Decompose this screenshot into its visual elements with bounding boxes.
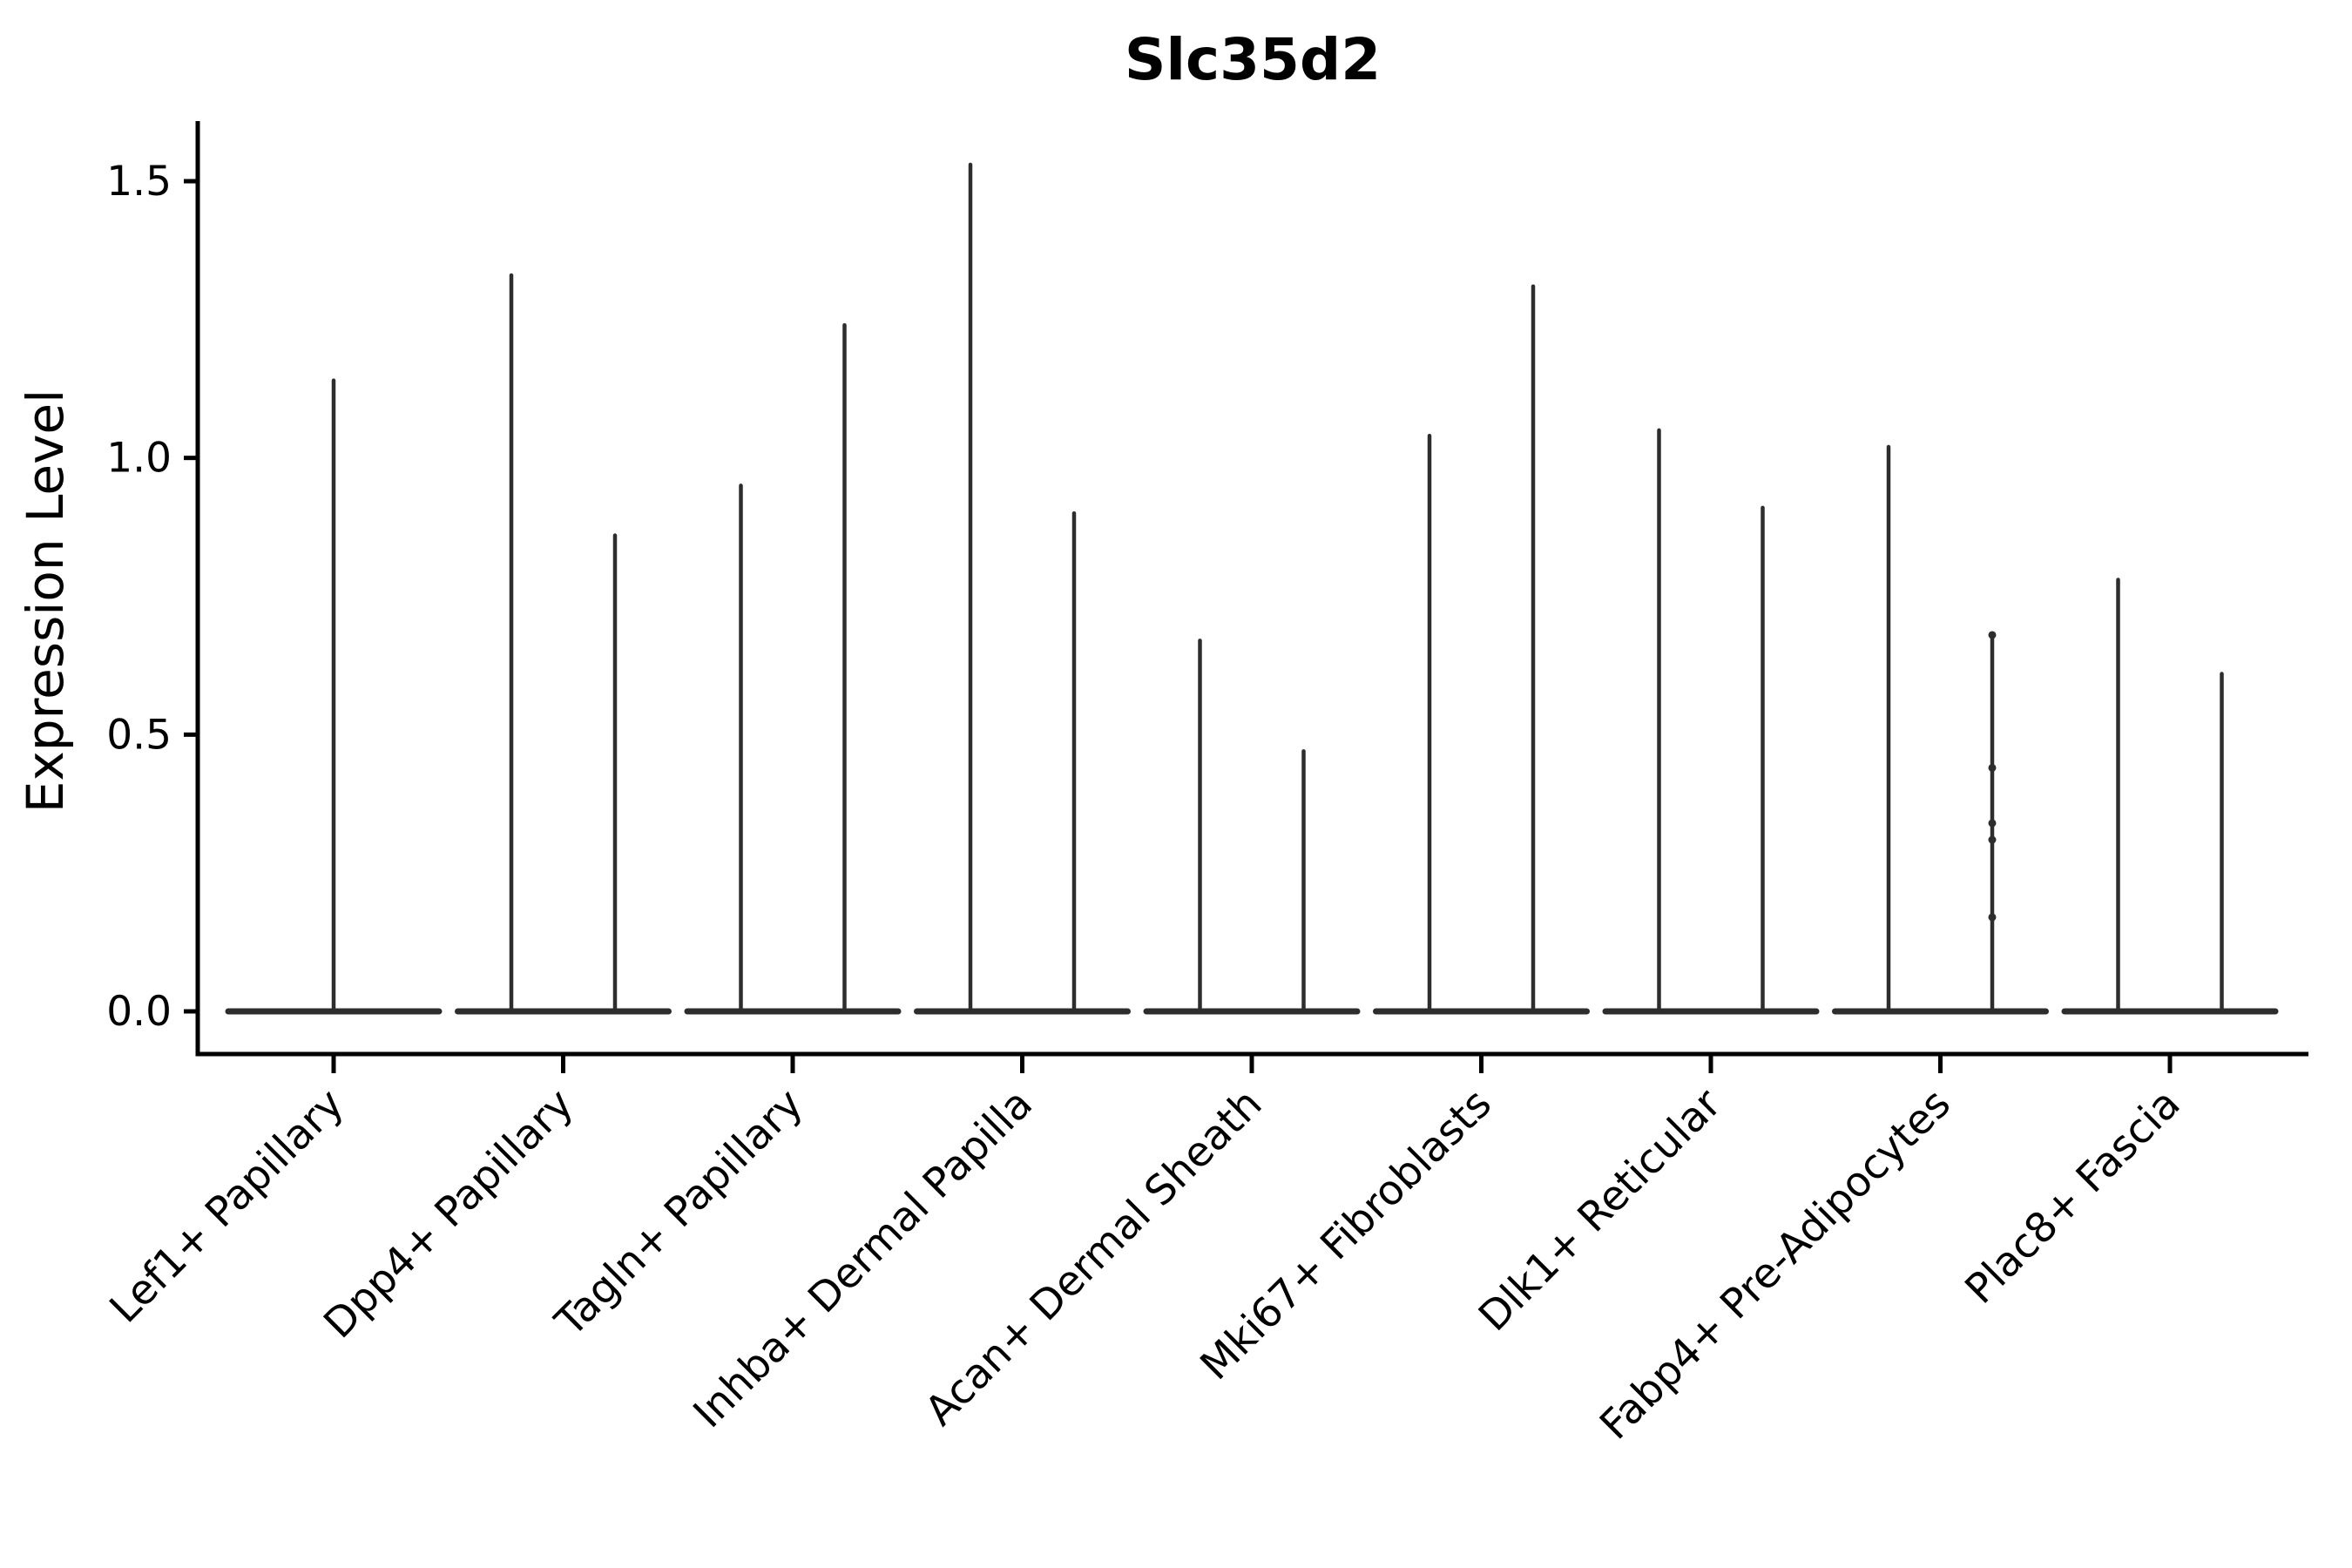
y-tick-label: 1.0 (106, 435, 172, 483)
y-tick-label: 0.0 (106, 988, 172, 1036)
jitter-point (1988, 819, 1997, 828)
x-tick-label: Plac8+ Fascia (1957, 1080, 2190, 1314)
jitter-point (1988, 835, 1997, 844)
x-tick-label: Lef1+ Papillary (101, 1080, 354, 1333)
y-tick-label: 1.5 (106, 158, 172, 206)
jitter-point (1988, 763, 1997, 772)
chart-title: Slc35d2 (1124, 26, 1382, 93)
jitter-point (1988, 913, 1997, 922)
jitter-point (1988, 631, 1997, 639)
x-tick-label: Tagln+ Papillary (546, 1080, 813, 1347)
x-tick-label: Dpp4+ Papillary (314, 1080, 583, 1348)
x-tick-label: Dlk1+ Reticular (1470, 1079, 1731, 1341)
y-tick-label: 0.5 (106, 711, 172, 759)
